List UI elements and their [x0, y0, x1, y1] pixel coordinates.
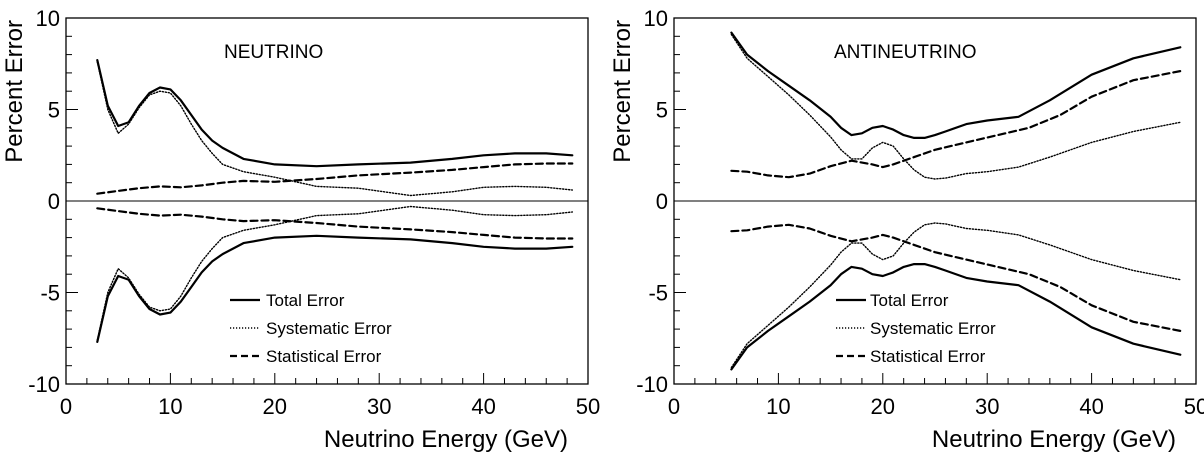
x-tick-label: 20	[871, 394, 895, 419]
systematic-error-line-lower	[96, 205, 573, 341]
x-tick-label: 50	[576, 394, 600, 419]
x-tick-label: 50	[1184, 394, 1204, 419]
y-tick-label: -10	[636, 372, 668, 397]
legend-label: Statistical Error	[266, 347, 382, 366]
y-axis-title: Percent Error	[1, 20, 28, 163]
y-tick-label: 5	[48, 98, 60, 123]
total-error-line-lower	[730, 263, 1182, 371]
x-tick-label: 10	[158, 394, 182, 419]
y-tick-label: 10	[36, 6, 60, 31]
legend: Total Error Systematic Error Statistical E…	[230, 291, 392, 366]
statistical-error-line-upper	[730, 69, 1182, 179]
total-error-line-upper	[96, 58, 574, 168]
legend-label: Systematic Error	[266, 319, 392, 338]
statistical-error-line-lower	[96, 207, 574, 240]
x-tick-label: 0	[668, 394, 680, 419]
y-tick-label: 5	[656, 98, 668, 123]
y-tick-label: 10	[644, 6, 668, 31]
y-tick-label: -5	[40, 281, 60, 306]
x-tick-label: 20	[263, 394, 287, 419]
y-tick-label: 0	[656, 189, 668, 214]
legend-label: Total Error	[870, 291, 949, 310]
legend-label: Systematic Error	[870, 319, 996, 338]
chart-panel-2: 0 10 20 30 40 50 -10 -5 0 5 10 Neutrino Energy (GeV…	[609, 6, 1204, 453]
y-tick-label: -10	[28, 372, 60, 397]
legend: Total Error Systematic Error Statistical E…	[836, 291, 996, 366]
x-tick-label: 40	[1079, 394, 1103, 419]
x-tick-label: 40	[471, 394, 495, 419]
systematic-error-line-upper	[730, 33, 1182, 180]
legend-label: Statistical Error	[870, 347, 986, 366]
panel-label: ANTINEUTRINO	[834, 42, 977, 63]
statistical-error-line-upper	[96, 162, 574, 195]
x-tick-label: 30	[975, 394, 999, 419]
total-error-line-upper	[730, 31, 1182, 139]
x-axis-title: Neutrino Energy (GeV)	[324, 426, 568, 453]
x-tick-label: 10	[766, 394, 790, 419]
legend-label: Total Error	[266, 291, 345, 310]
y-tick-label: 0	[48, 189, 60, 214]
chart-panel-1: 0 10 20 30 40 50 -10 -5 0 5 10 Neutrino Energy (GeV…	[1, 6, 600, 453]
systematic-error-line-upper	[96, 61, 573, 197]
x-tick-label: 0	[60, 394, 72, 419]
systematic-error-line-lower	[730, 222, 1182, 369]
y-tick-label: -5	[648, 281, 668, 306]
panel-label: NEUTRINO	[224, 42, 323, 63]
total-error-line-lower	[96, 234, 574, 343]
y-axis-title: Percent Error	[609, 20, 636, 163]
statistical-error-line-lower	[730, 223, 1182, 332]
x-tick-label: 30	[367, 394, 391, 419]
x-axis-title: Neutrino Energy (GeV)	[932, 426, 1176, 453]
